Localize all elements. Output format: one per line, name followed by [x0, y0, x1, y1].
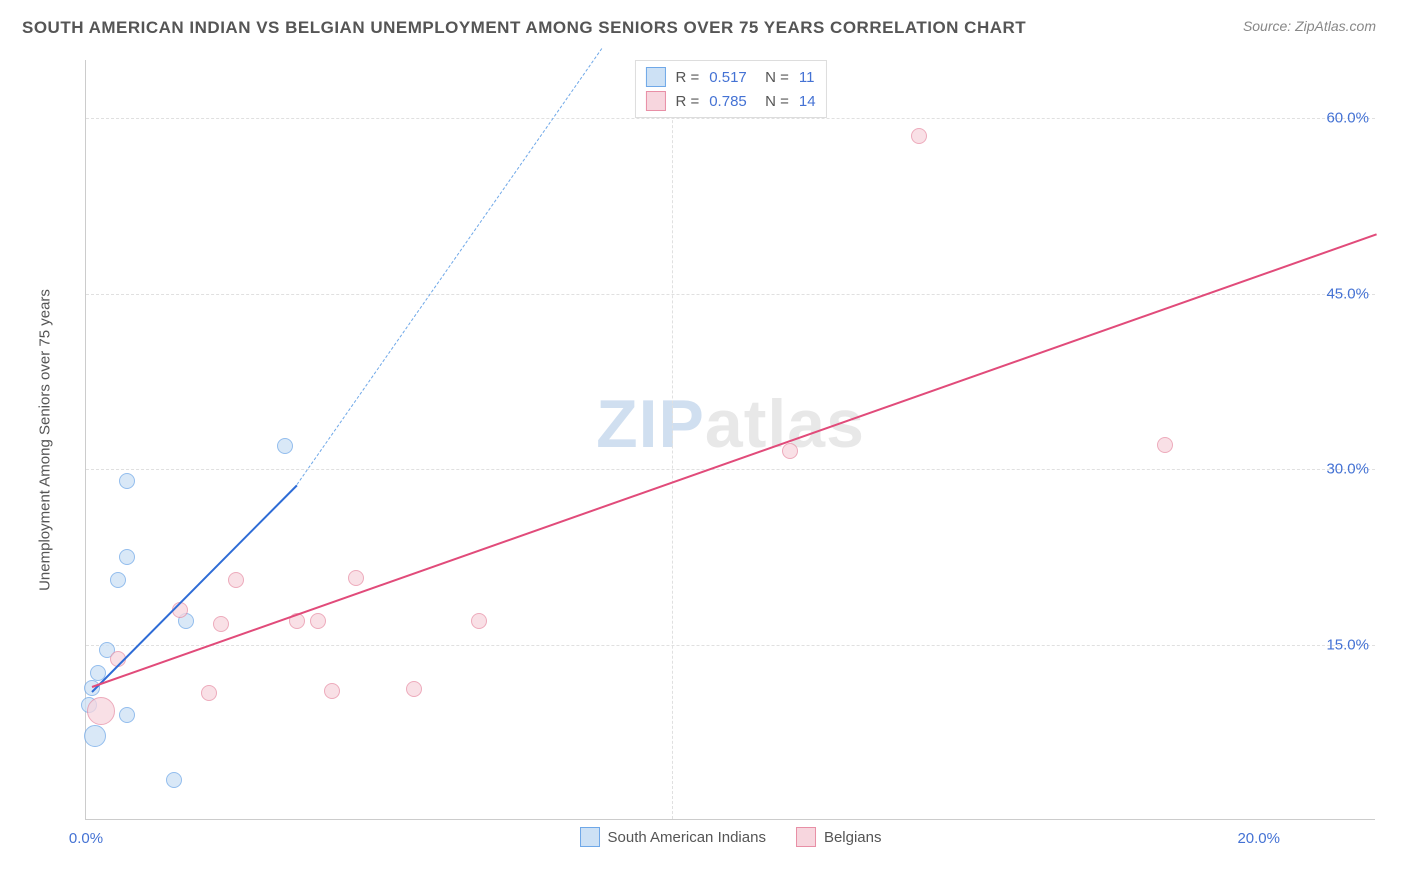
- data-point: [406, 681, 422, 697]
- y-tick-label: 60.0%: [1326, 110, 1369, 127]
- chart-container: Unemployment Among Seniors over 75 years…: [55, 60, 1375, 820]
- data-point: [277, 438, 293, 454]
- y-tick-label: 45.0%: [1326, 285, 1369, 302]
- data-point: [119, 473, 135, 489]
- series-legend-item: Belgians: [796, 827, 882, 847]
- data-point: [87, 697, 115, 725]
- legend-swatch: [645, 91, 665, 111]
- gridline-h: [86, 294, 1375, 295]
- data-point: [324, 683, 340, 699]
- plot-area: ZIPatlas 15.0%30.0%45.0%60.0%0.0%20.0%R …: [85, 60, 1375, 820]
- data-point: [213, 616, 229, 632]
- x-tick-label: 0.0%: [69, 830, 103, 847]
- data-point: [119, 549, 135, 565]
- legend-swatch: [645, 67, 665, 87]
- data-point: [911, 128, 927, 144]
- series-legend-label: Belgians: [824, 829, 882, 846]
- trend-line: [91, 485, 298, 693]
- trend-line: [92, 233, 1377, 687]
- data-point: [228, 572, 244, 588]
- y-tick-label: 15.0%: [1326, 636, 1369, 653]
- stats-legend-row: R =0.517 N =11: [645, 65, 815, 89]
- gridline-v: [672, 60, 673, 819]
- data-point: [348, 570, 364, 586]
- data-point: [119, 707, 135, 723]
- x-tick-label: 20.0%: [1237, 830, 1280, 847]
- data-point: [166, 772, 182, 788]
- watermark: ZIPatlas: [596, 385, 865, 463]
- gridline-h: [86, 118, 1375, 119]
- legend-swatch: [580, 827, 600, 847]
- data-point: [782, 443, 798, 459]
- gridline-h: [86, 469, 1375, 470]
- data-point: [1157, 437, 1173, 453]
- series-legend-label: South American Indians: [608, 829, 766, 846]
- data-point: [84, 725, 106, 747]
- data-point: [110, 572, 126, 588]
- chart-header: SOUTH AMERICAN INDIAN VS BELGIAN UNEMPLO…: [0, 0, 1406, 48]
- y-tick-label: 30.0%: [1326, 461, 1369, 478]
- legend-swatch: [796, 827, 816, 847]
- chart-title: SOUTH AMERICAN INDIAN VS BELGIAN UNEMPLO…: [22, 18, 1026, 38]
- chart-source: Source: ZipAtlas.com: [1243, 18, 1376, 34]
- stats-legend: R =0.517 N =11R =0.785 N =14: [634, 60, 826, 118]
- y-axis-label: Unemployment Among Seniors over 75 years: [37, 289, 54, 591]
- trend-line: [297, 49, 603, 486]
- data-point: [201, 685, 217, 701]
- stats-legend-row: R =0.785 N =14: [645, 89, 815, 113]
- series-legend: South American Indians Belgians: [580, 827, 882, 847]
- data-point: [310, 613, 326, 629]
- series-legend-item: South American Indians: [580, 827, 766, 847]
- data-point: [471, 613, 487, 629]
- gridline-h: [86, 645, 1375, 646]
